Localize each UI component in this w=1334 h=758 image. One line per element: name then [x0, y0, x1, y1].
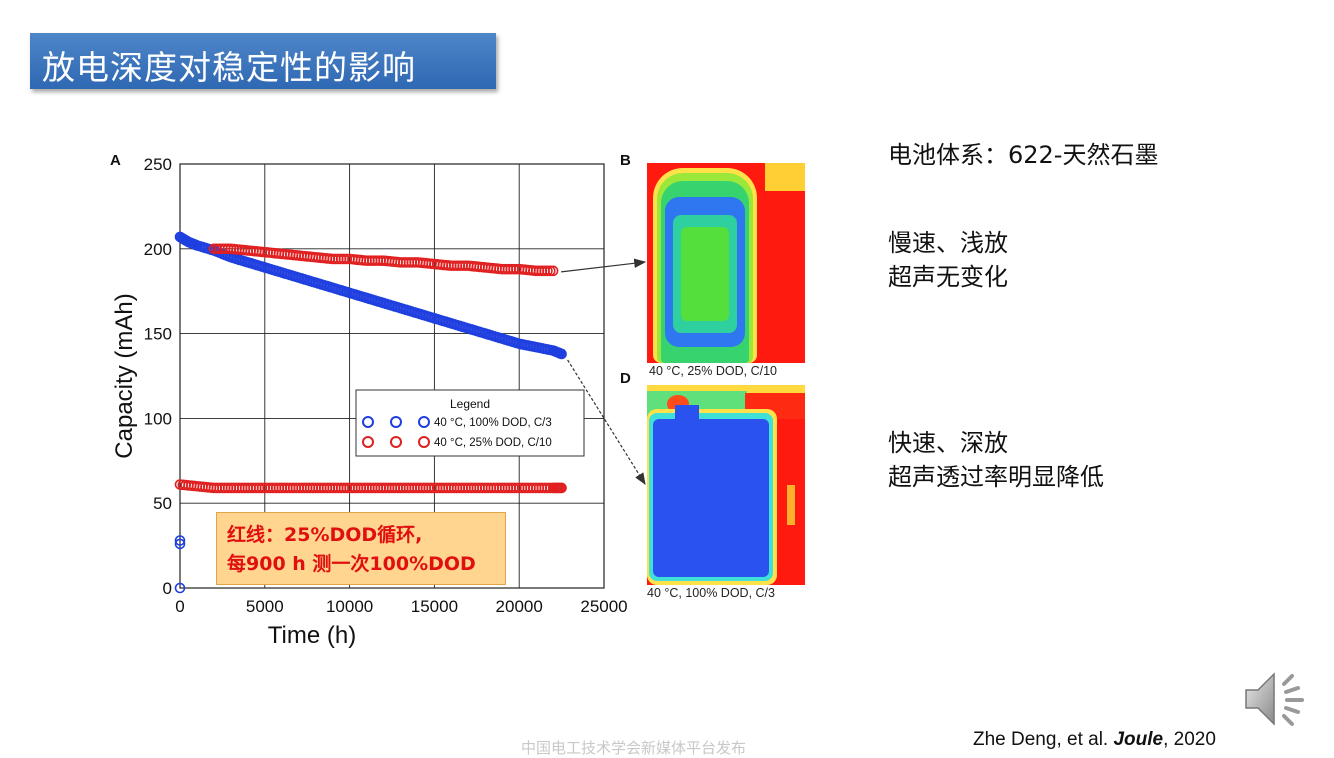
fast-deep-text: 快速、深放 — [888, 429, 1008, 457]
citation: Zhe Deng, et al. Joule, 2020 — [973, 729, 1216, 751]
data-point — [544, 265, 556, 277]
y-tick-label: 100 — [144, 409, 172, 428]
legend-marker — [390, 436, 402, 448]
panel-letter-b: B — [620, 152, 631, 169]
legend-marker — [390, 416, 402, 428]
chart-arrows — [561, 258, 647, 486]
x-tick-label: 25000 — [580, 597, 627, 616]
citation-journal: Joule — [1113, 729, 1164, 750]
ultrasound-map-b — [647, 163, 805, 363]
note-line-2: 每900 h 测一次100%DOD — [227, 553, 476, 575]
legend-marker — [362, 436, 374, 448]
y-tick-label: 150 — [144, 325, 172, 344]
chart-marks — [174, 231, 567, 594]
red-line-note: 红线：25%DOD循环, 每900 h 测一次100%DOD — [216, 512, 506, 585]
footer-publisher: 中国电工技术学会新媒体平台发布 — [521, 739, 747, 757]
data-point — [542, 265, 553, 277]
data-point — [174, 582, 186, 594]
data-point — [556, 482, 567, 494]
citation-authors: Zhe Deng, et al. — [973, 729, 1114, 750]
legend-marker — [362, 416, 374, 428]
caption-b: 40 °C, 25% DOD, C/10 — [649, 364, 777, 378]
y-axis-label: Capacity (mAh) — [111, 293, 138, 458]
legend-title: Legend — [450, 397, 490, 411]
slow-shallow-text: 慢速、浅放 — [888, 229, 1008, 257]
x-tick-label: 5000 — [246, 597, 284, 616]
slide-title: 放电深度对稳定性的影响 — [42, 48, 416, 87]
slide-title-bar: 放电深度对稳定性的影响 — [30, 33, 496, 89]
arrow-to-b — [561, 258, 647, 273]
data-point — [174, 538, 186, 550]
x-tick-label: 10000 — [326, 597, 373, 616]
x-tick-label: 20000 — [496, 597, 543, 616]
series-0 — [174, 231, 567, 360]
x-tick-label: 0 — [175, 597, 184, 616]
series-2 — [174, 479, 567, 494]
legend-marker — [418, 416, 430, 428]
no-change-text: 超声无变化 — [888, 263, 1008, 291]
panel-letter-a: A — [110, 152, 121, 169]
chart-legend: Legend 40 °C, 100% DOD, C/3 40 °C, 25% DOD… — [355, 389, 585, 457]
y-tick-label: 50 — [153, 494, 172, 513]
data-point — [174, 535, 186, 546]
chart-axes: 0 5000 10000 15000 20000 25000 0 50 100 150 200 250… — [111, 155, 628, 649]
legend-marker — [418, 436, 430, 448]
ultrasound-map-d — [647, 385, 805, 585]
series-3 — [174, 535, 186, 594]
citation-year: , 2020 — [1163, 729, 1216, 750]
speaker-icon[interactable] — [1242, 668, 1308, 730]
caption-d: 40 °C, 100% DOD, C/3 — [647, 586, 775, 600]
note-line-1: 红线：25%DOD循环, — [227, 524, 423, 546]
data-point — [556, 348, 567, 360]
data-point — [547, 265, 559, 277]
y-tick-label: 0 — [163, 579, 172, 598]
y-tick-label: 200 — [144, 240, 172, 259]
legend-box — [355, 389, 585, 457]
legend-label: 40 °C, 100% DOD, C/3 — [434, 417, 552, 429]
legend-label: 40 °C, 25% DOD, C/10 — [434, 437, 552, 449]
arrow-to-d — [567, 359, 646, 486]
battery-system-text: 电池体系：622-天然石墨 — [888, 141, 1159, 169]
y-tick-label: 250 — [144, 155, 172, 174]
panel-letter-d: D — [620, 370, 631, 387]
x-axis-label: Time (h) — [268, 622, 356, 649]
x-tick-label: 15000 — [411, 597, 458, 616]
series-1 — [208, 243, 559, 277]
transmission-drop-text: 超声透过率明显降低 — [888, 463, 1104, 491]
